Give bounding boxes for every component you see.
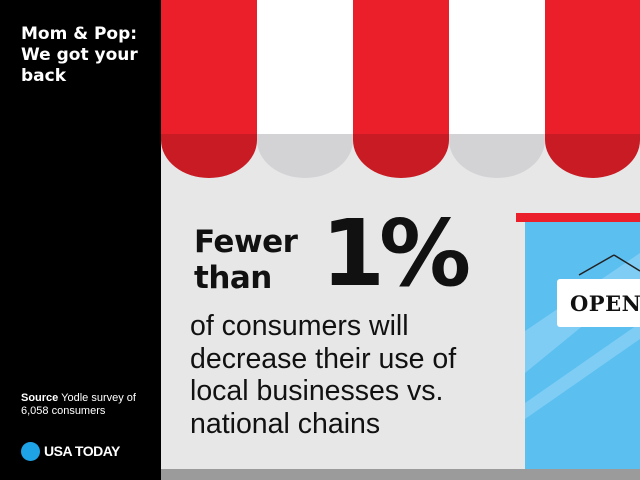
infographic-title: Mom & Pop: We got your back xyxy=(21,24,138,86)
stat-value: 1% xyxy=(321,200,471,307)
brand-name: USA TODAY xyxy=(44,443,120,459)
storefront-window-illustration xyxy=(516,213,640,480)
open-sign: OPEN xyxy=(557,279,640,327)
source-label: Source xyxy=(21,392,59,404)
awning-illustration xyxy=(161,0,640,178)
sidebar: Mom & Pop: We got your back Source Yodle… xyxy=(0,0,161,480)
floor-strip xyxy=(161,469,640,480)
usatoday-logo: USA TODAY xyxy=(21,441,120,461)
source-note: Source Yodle survey of 6,058 consumers xyxy=(21,392,157,418)
usatoday-dot-icon xyxy=(21,441,40,461)
headline: Fewer than xyxy=(194,224,298,296)
source-text: Yodle survey of 6,058 consumers xyxy=(21,392,136,417)
storefront-panel: OPEN Fewer than 1% of consumers will dec… xyxy=(161,0,640,480)
stat-description: of consumers will decrease their use of … xyxy=(190,310,457,440)
